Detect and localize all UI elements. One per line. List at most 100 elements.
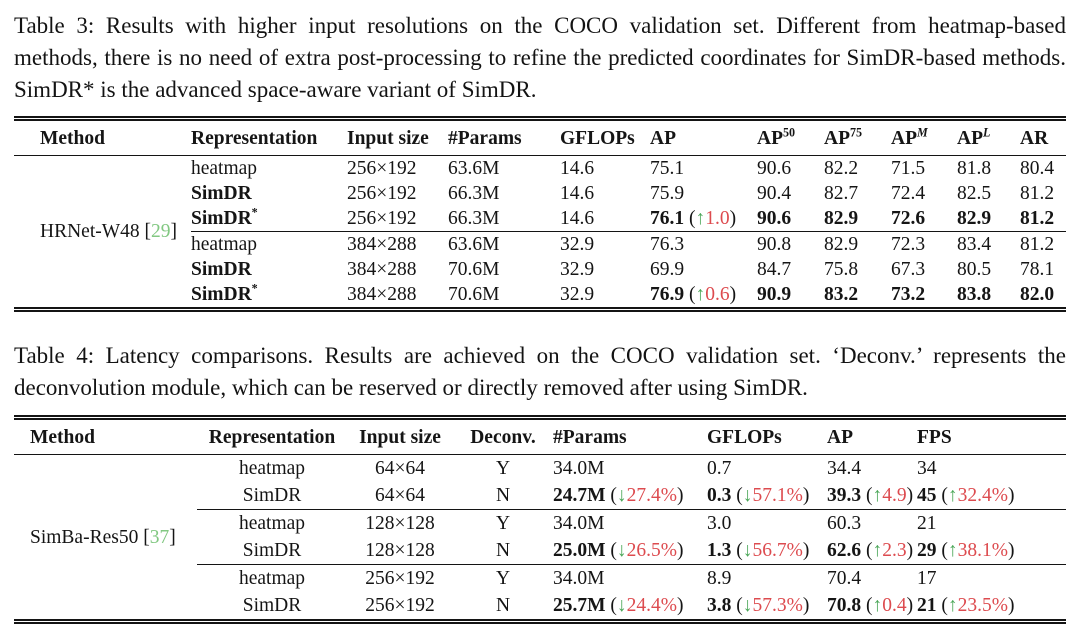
text-segment: ) xyxy=(729,284,737,305)
text-segment: 29 xyxy=(917,540,937,561)
text-segment: 70.6M xyxy=(448,259,500,280)
text-segment: 256×192 xyxy=(347,208,417,229)
text-segment: 72.4 xyxy=(891,183,926,204)
table-cell: 256×192 xyxy=(347,181,448,206)
text-segment: 63.6M xyxy=(448,234,500,255)
text-segment: heatmap xyxy=(238,568,306,589)
down-arrow-icon: ↓ xyxy=(616,540,627,561)
header-row: Method Representation Input size #Params GFL… xyxy=(14,118,1066,156)
text-segment: ) xyxy=(677,485,684,506)
table-cell: heatmap xyxy=(197,455,347,483)
text-segment: AP xyxy=(824,128,850,149)
table-cell: 64×64 xyxy=(347,455,453,483)
delta-value: 38.1% xyxy=(957,540,1008,561)
text-segment: 90.8 xyxy=(757,234,792,255)
text-segment: heatmap xyxy=(238,513,306,534)
up-arrow-icon: ↑ xyxy=(947,595,958,616)
delta-value: 23.5% xyxy=(957,595,1008,616)
text-segment: 90.6 xyxy=(757,208,792,229)
text-segment: 39.3 xyxy=(827,485,862,506)
text-segment: 80.4 xyxy=(1020,158,1055,179)
text-segment: ( xyxy=(605,595,617,616)
table4-body: SimBa-Res50 [37] heatmap 64×64 Y 34.0M 0.7 34.… xyxy=(14,455,1066,622)
text-segment: SimDR xyxy=(242,540,302,561)
text-segment: 128×128 xyxy=(365,513,435,534)
text-segment: 82.9 xyxy=(824,234,859,255)
table-cell: 384×288 xyxy=(347,282,448,310)
text-segment: 66.3M xyxy=(448,208,500,229)
table-cell: 78.1 xyxy=(1020,257,1066,282)
text-segment: 17 xyxy=(917,568,937,589)
text-segment: 75.8 xyxy=(824,259,859,280)
text-segment: Y xyxy=(495,568,511,589)
text-segment: 84.7 xyxy=(757,259,792,280)
text-segment: 67.3 xyxy=(891,259,926,280)
table-cell: Y xyxy=(453,510,553,538)
up-arrow-icon: ↑ xyxy=(947,540,958,561)
text-segment: 70.4 xyxy=(827,568,862,589)
text-segment: N xyxy=(495,595,511,616)
up-arrow-icon: ↑ xyxy=(947,485,958,506)
table-cell: 3.0 xyxy=(707,510,827,538)
table-row: heatmap 128×128 Y 34.0M 3.0 60.3 21 xyxy=(14,510,1066,538)
text-segment: 128×128 xyxy=(365,540,435,561)
table-cell: 256×192 xyxy=(347,206,448,232)
text-segment: 81.2 xyxy=(1020,234,1055,255)
table-cell: 75.9 xyxy=(650,181,757,206)
text-segment: 24.7M xyxy=(553,485,606,506)
table-row: HRNet-W48 [29] heatmap 256×192 63.6M 14.6 75.… xyxy=(14,156,1066,242)
delta-value: 0.6 xyxy=(705,284,730,305)
text-segment: ] xyxy=(170,221,178,242)
text-segment: 90.9 xyxy=(757,284,792,305)
column-header: Representation xyxy=(197,417,347,455)
text-segment: 81.8 xyxy=(957,158,992,179)
table-cell: SimDR xyxy=(197,482,347,510)
text-segment: 34.0M xyxy=(553,513,605,534)
text-segment: 25.7M xyxy=(553,595,606,616)
header-row: Method Representation Input size Deconv. #Pa… xyxy=(14,417,1066,455)
text-segment: AR xyxy=(1020,128,1049,149)
text-segment: heatmap xyxy=(191,234,258,255)
text-segment: Representation xyxy=(191,128,318,149)
table-cell: 34.0M xyxy=(553,455,707,483)
delta-value: 57.1% xyxy=(752,485,803,506)
text-segment: ) xyxy=(906,595,914,616)
table-cell: 70.6M xyxy=(448,282,560,310)
text-segment: ) xyxy=(677,540,684,561)
table-cell: 81.2 xyxy=(1020,232,1066,258)
text-segment: SimBa-Res50 [ xyxy=(30,526,150,548)
text-segment: ( xyxy=(731,595,743,616)
text-segment: FPS xyxy=(917,427,952,448)
up-arrow-icon: ↑ xyxy=(695,284,706,305)
text-segment: SimDR xyxy=(191,183,252,204)
table-cell: 82.7 xyxy=(824,181,891,206)
text-segment: SimDR xyxy=(191,208,252,229)
text-segment: N xyxy=(495,485,511,506)
text-segment: 76.3 xyxy=(650,234,685,255)
table-cell: Y xyxy=(453,455,553,483)
table-cell: SimDR xyxy=(191,257,347,282)
text-segment: 384×288 xyxy=(347,259,417,280)
text-segment: ( xyxy=(684,284,696,305)
table-cell: 81.2 xyxy=(1020,206,1066,232)
table-cell: 29 (↑38.1%) xyxy=(917,537,1066,565)
text-segment: L xyxy=(983,125,991,140)
up-arrow-icon: ↑ xyxy=(872,485,883,506)
column-header: FPS xyxy=(917,417,1066,455)
text-segment: ( xyxy=(936,595,948,616)
text-segment: * xyxy=(251,205,258,220)
table-row: SimDR 256×192 N 25.7M (↓24.4%) 3.8 (↓57.3%) 7… xyxy=(14,592,1066,622)
column-header: APM xyxy=(891,118,957,156)
column-header: #Params xyxy=(448,118,560,156)
text-segment: 82.0 xyxy=(1020,284,1055,305)
table-cell: 34 xyxy=(917,455,1066,483)
table-cell: SimDR* xyxy=(191,282,347,310)
table-cell: 17 xyxy=(917,565,1066,593)
text-segment: 66.3M xyxy=(448,183,500,204)
column-header: AP xyxy=(827,417,917,455)
table-cell: 90.4 xyxy=(757,181,824,206)
text-segment: 69.9 xyxy=(650,259,685,280)
table-cell: 63.6M xyxy=(448,156,560,182)
text-segment: 21 xyxy=(917,513,937,534)
table-cell: 39.3 (↑4.9) xyxy=(827,482,917,510)
